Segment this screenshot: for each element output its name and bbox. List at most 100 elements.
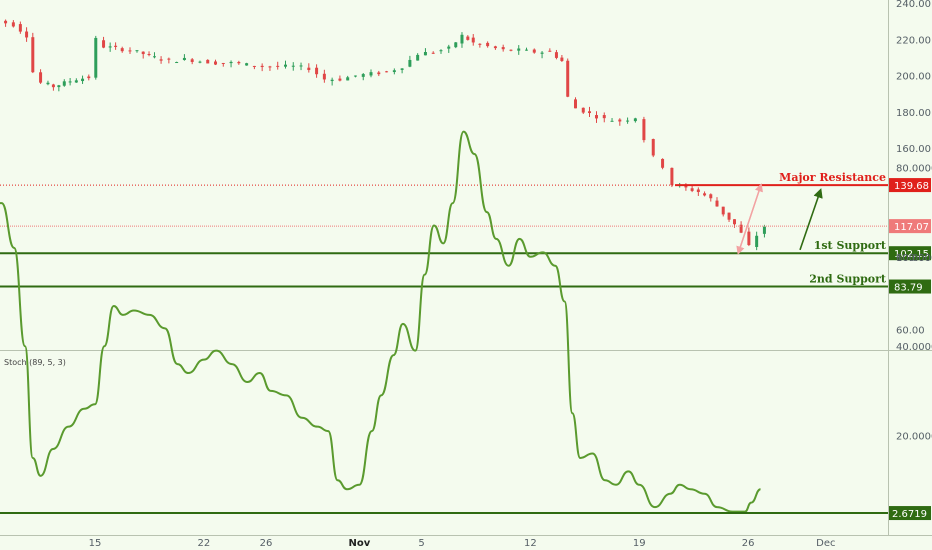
candle-body — [94, 37, 98, 78]
candle-body — [566, 60, 570, 97]
price-tick-label: 220.00 — [896, 35, 931, 46]
grid — [0, 0, 932, 536]
candle-body — [39, 72, 43, 83]
candle-body — [11, 22, 15, 27]
candle-body — [369, 72, 373, 76]
price-tick-label: 100.00 — [896, 253, 931, 264]
major-resistance-label: Major Resistance — [779, 171, 886, 184]
candle-body — [709, 194, 713, 199]
candle-body — [315, 67, 319, 75]
candle-body — [517, 48, 521, 51]
candle-body — [732, 219, 736, 225]
candle-body — [102, 40, 106, 48]
stochastic-level-tag-text: 2.6719 — [892, 509, 927, 520]
candle-body — [128, 50, 132, 52]
candle-body — [670, 167, 674, 186]
candle-body — [214, 61, 218, 65]
candle-body — [690, 188, 694, 191]
candle-body — [661, 158, 665, 168]
candle-body — [416, 54, 420, 61]
candle-body — [721, 206, 725, 215]
candle-body — [108, 46, 112, 48]
candle-body — [466, 36, 470, 40]
date-tick-label: 22 — [197, 538, 210, 549]
candle-body — [392, 70, 396, 73]
candle-body — [431, 52, 435, 54]
level-price-tag-text: 102.15 — [894, 249, 929, 260]
price-candles — [4, 19, 766, 251]
candle-body — [31, 37, 35, 73]
candle-body — [727, 212, 731, 220]
date-tick-label: 15 — [89, 538, 102, 549]
candle-body — [594, 115, 598, 119]
stochastic-indicator-label: Stoch (89, 5, 3) — [4, 358, 66, 367]
candle-body — [715, 200, 719, 207]
stochastic-line — [0, 130, 761, 513]
candle-body — [385, 71, 389, 73]
price-tick-label: 60.00 — [896, 326, 925, 337]
candle-body — [141, 51, 145, 55]
candle-body — [245, 63, 249, 66]
candle-body — [573, 99, 577, 109]
candle-body — [135, 50, 139, 52]
support-label: 1st Support — [814, 239, 887, 252]
candle-body — [587, 111, 591, 114]
candle-body — [408, 59, 412, 67]
range-arrow-up — [738, 183, 763, 252]
stochastic-panel: Stoch (89, 5, 3) 2.6719 — [0, 130, 931, 521]
candle-body — [87, 76, 91, 79]
candle-body — [268, 66, 272, 68]
last-price-tag — [889, 219, 931, 234]
candle-body — [532, 49, 536, 53]
candle-body — [618, 119, 622, 122]
candle-body — [206, 59, 210, 64]
candle-body — [330, 79, 334, 82]
level-price-tag — [889, 246, 931, 261]
candle-body — [159, 59, 163, 61]
candle-body — [423, 52, 427, 56]
candle-body — [322, 73, 326, 80]
annotations — [736, 183, 823, 255]
candle-body — [525, 49, 529, 51]
candle-body — [46, 82, 50, 85]
candle-body — [684, 184, 688, 188]
candle-body — [175, 62, 179, 64]
candle-body — [554, 52, 558, 58]
candle-body — [25, 31, 29, 38]
price-tick-label: 160.00 — [896, 144, 931, 155]
level-price-tag-text: 139.68 — [894, 181, 929, 192]
candle-body — [447, 46, 451, 49]
candle-body — [762, 226, 766, 234]
candle-body — [260, 65, 264, 68]
candle-body — [755, 235, 759, 248]
candle-body — [276, 65, 280, 67]
candle-body — [4, 20, 8, 24]
candle-body — [602, 115, 606, 119]
candle-body — [299, 65, 303, 67]
support-label: 2nd Support — [809, 273, 887, 286]
candle-body — [229, 61, 233, 64]
stoch-tick-label: 80.0000 — [896, 163, 932, 174]
candle-body — [114, 45, 118, 47]
candle-body — [62, 81, 66, 86]
candle-body — [182, 57, 186, 61]
candle-body — [291, 65, 295, 67]
candle-body — [651, 139, 655, 156]
price-tick-label: 180.00 — [896, 108, 931, 119]
candle-body — [283, 64, 287, 67]
candle-body — [152, 56, 156, 58]
last-price-tag-text: 117.07 — [894, 222, 929, 233]
stoch-tick-label: 40.0000 — [896, 342, 932, 353]
candle-body — [57, 85, 61, 88]
axes: 240.00220.00200.00180.00160.00100.0060.0… — [89, 0, 932, 549]
candle-body — [361, 74, 365, 77]
candle-body — [509, 49, 513, 51]
candle-body — [548, 50, 552, 52]
candle-body — [493, 46, 497, 49]
candle-body — [338, 78, 342, 81]
candle-body — [626, 120, 630, 122]
candle-body — [51, 84, 55, 88]
candle-body — [237, 62, 241, 64]
candle-body — [18, 24, 22, 32]
